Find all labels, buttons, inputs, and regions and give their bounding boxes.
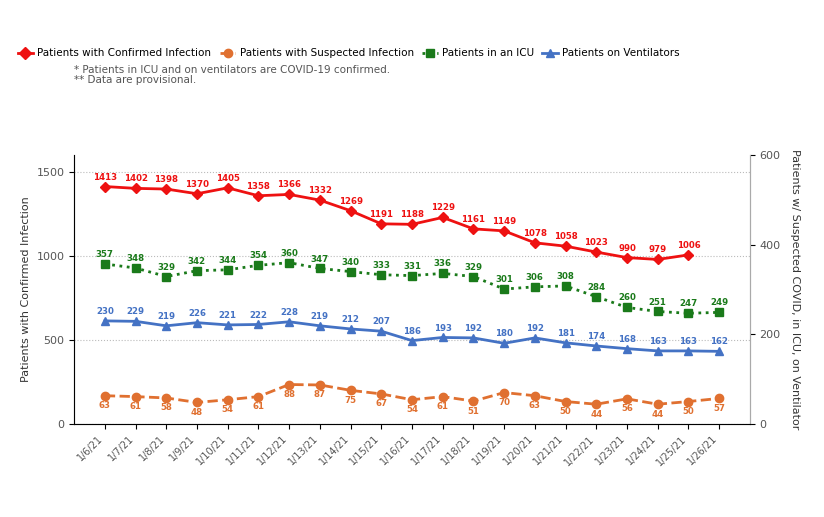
Text: 61: 61: [252, 402, 265, 411]
Text: 174: 174: [588, 332, 606, 341]
Text: 1229: 1229: [431, 204, 455, 212]
Text: 1188: 1188: [400, 210, 424, 219]
Text: 44: 44: [652, 410, 664, 419]
Text: 344: 344: [218, 256, 236, 265]
Text: 347: 347: [311, 254, 329, 264]
Text: 1398: 1398: [154, 175, 178, 184]
Text: 979: 979: [648, 246, 667, 254]
Text: 50: 50: [682, 407, 695, 416]
Text: 70: 70: [499, 398, 510, 407]
Text: 1332: 1332: [308, 186, 332, 195]
Text: 219: 219: [311, 312, 329, 321]
Text: 221: 221: [218, 311, 236, 320]
Text: 284: 284: [588, 283, 606, 292]
Text: 247: 247: [679, 299, 698, 308]
Text: 88: 88: [283, 390, 295, 399]
Text: 251: 251: [648, 297, 667, 307]
Text: 212: 212: [342, 315, 359, 324]
Text: 331: 331: [403, 262, 421, 271]
Text: 228: 228: [280, 308, 298, 317]
Text: 354: 354: [250, 251, 268, 261]
Text: 1269: 1269: [339, 197, 363, 206]
Text: 1161: 1161: [461, 215, 485, 224]
Text: 348: 348: [127, 254, 145, 263]
Text: 75: 75: [344, 396, 357, 405]
Text: 61: 61: [437, 402, 449, 411]
Text: 192: 192: [526, 324, 544, 333]
Text: 229: 229: [127, 308, 144, 316]
Text: 163: 163: [648, 337, 667, 346]
Text: 1023: 1023: [584, 238, 608, 247]
Text: 1078: 1078: [523, 229, 547, 238]
Y-axis label: Patients with Confirmed Infection: Patients with Confirmed Infection: [21, 196, 30, 383]
Text: 1358: 1358: [246, 182, 270, 191]
Text: 990: 990: [618, 244, 636, 253]
Text: 44: 44: [590, 410, 602, 419]
Text: 329: 329: [465, 263, 482, 271]
Text: 168: 168: [618, 334, 636, 344]
Text: 61: 61: [129, 402, 142, 411]
Text: 57: 57: [713, 404, 725, 413]
Text: 180: 180: [495, 329, 513, 338]
Text: 186: 186: [403, 327, 421, 336]
Text: 63: 63: [529, 401, 541, 410]
Text: 219: 219: [157, 312, 176, 321]
Text: 1413: 1413: [93, 173, 117, 181]
Text: 1149: 1149: [492, 217, 516, 226]
Text: 1370: 1370: [185, 180, 209, 189]
Text: 333: 333: [372, 261, 391, 270]
Text: 222: 222: [250, 311, 268, 320]
Text: 63: 63: [99, 401, 111, 410]
Text: 48: 48: [191, 408, 203, 417]
Text: 230: 230: [96, 307, 114, 316]
Text: 342: 342: [188, 257, 206, 266]
Text: 1006: 1006: [677, 241, 700, 250]
Text: 360: 360: [280, 249, 298, 257]
Text: ** Data are provisional.: ** Data are provisional.: [74, 75, 196, 85]
Text: 192: 192: [465, 324, 482, 333]
Text: 340: 340: [342, 257, 359, 267]
Text: 357: 357: [96, 250, 114, 259]
Text: 51: 51: [467, 406, 480, 416]
Text: 1191: 1191: [369, 210, 393, 219]
Text: 249: 249: [710, 298, 728, 308]
Text: 329: 329: [157, 263, 176, 271]
Text: 67: 67: [375, 400, 387, 408]
Text: 163: 163: [680, 337, 697, 346]
Text: 87: 87: [314, 390, 326, 400]
Legend: Patients with Confirmed Infection, Patients with Suspected Infection, Patients i: Patients with Confirmed Infection, Patie…: [13, 44, 684, 63]
Text: 336: 336: [433, 260, 452, 268]
Text: 301: 301: [495, 275, 513, 284]
Text: 207: 207: [372, 317, 391, 326]
Text: 308: 308: [557, 272, 574, 281]
Text: 306: 306: [526, 273, 544, 282]
Text: 58: 58: [161, 403, 172, 413]
Text: 181: 181: [556, 329, 574, 338]
Text: 162: 162: [710, 338, 728, 346]
Text: 54: 54: [406, 405, 418, 414]
Text: * Patients in ICU and on ventilators are COVID-19 confirmed.: * Patients in ICU and on ventilators are…: [74, 65, 391, 74]
Text: 260: 260: [618, 294, 636, 302]
Text: 50: 50: [559, 407, 571, 416]
Text: 193: 193: [433, 324, 452, 332]
Text: 56: 56: [621, 404, 633, 414]
Text: 1366: 1366: [277, 180, 301, 189]
Text: 1405: 1405: [216, 174, 240, 183]
Text: 54: 54: [222, 405, 234, 414]
Text: 226: 226: [188, 309, 206, 318]
Text: 1402: 1402: [124, 174, 147, 184]
Text: COVID-19 Hospitalizations Reported by MS Hospitals, 1/6/21-1/26/21 *,**: COVID-19 Hospitalizations Reported by MS…: [18, 14, 618, 29]
Text: 1058: 1058: [554, 232, 578, 241]
Y-axis label: Patients w/ Suspected COVID, in ICU, on Ventilator: Patients w/ Suspected COVID, in ICU, on …: [790, 149, 800, 430]
